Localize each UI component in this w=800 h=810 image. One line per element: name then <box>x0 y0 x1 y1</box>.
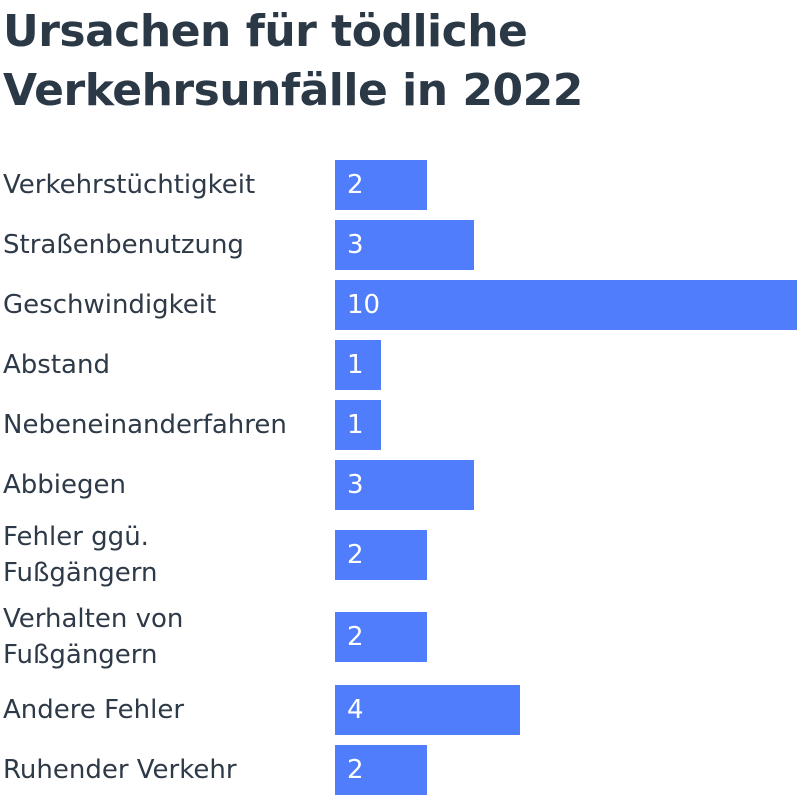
category-label: Straßenbenutzung <box>3 230 244 260</box>
bar-row: Verkehrstüchtigkeit 2 <box>0 145 800 225</box>
bar: 2 <box>335 160 428 210</box>
bar-value-label: 3 <box>347 230 364 260</box>
category-label: Fehler ggü. Fußgängern <box>3 522 158 588</box>
bar: 2 <box>335 745 428 795</box>
bar-row: Verhalten von Fußgängern 2 <box>0 597 800 677</box>
bar-row: Geschwindigkeit 10 <box>0 265 800 345</box>
bar-row: Abbiegen 3 <box>0 445 800 525</box>
chart-title: Ursachen für tödliche Verkehrsunfälle in… <box>3 6 583 116</box>
category-label: Ruhender Verkehr <box>3 755 237 785</box>
category-label: Verhalten von Fußgängern <box>3 604 184 670</box>
bar: 2 <box>335 530 428 580</box>
category-label: Geschwindigkeit <box>3 290 217 320</box>
bar: 3 <box>335 460 474 510</box>
bar-value-label: 4 <box>347 695 364 725</box>
bar-row: Fehler ggü. Fußgängern 2 <box>0 515 800 595</box>
bar-value-label: 3 <box>347 470 364 500</box>
bar: 1 <box>335 400 382 450</box>
bar-row: Nebeneinanderfahren 1 <box>0 385 800 465</box>
bar-row: Abstand 1 <box>0 325 800 405</box>
bar-row: Ruhender Verkehr 2 <box>0 730 800 810</box>
category-label: Abstand <box>3 350 110 380</box>
category-label: Nebeneinanderfahren <box>3 410 287 440</box>
bar-value-label: 10 <box>347 290 381 320</box>
bar: 3 <box>335 220 474 270</box>
bar: 2 <box>335 612 428 662</box>
bar: 4 <box>335 685 520 735</box>
bar-value-label: 2 <box>347 755 364 785</box>
bar: 10 <box>335 280 797 330</box>
bar: 1 <box>335 340 382 390</box>
bar-value-label: 2 <box>347 170 364 200</box>
category-label: Andere Fehler <box>3 695 185 725</box>
bar-value-label: 1 <box>347 350 364 380</box>
bar-row: Straßenbenutzung 3 <box>0 205 800 285</box>
bar-value-label: 1 <box>347 410 364 440</box>
bar-value-label: 2 <box>347 540 364 570</box>
bar-value-label: 2 <box>347 622 364 652</box>
bar-row: Andere Fehler 4 <box>0 670 800 750</box>
category-label: Abbiegen <box>3 470 126 500</box>
category-label: Verkehrstüchtigkeit <box>3 170 256 200</box>
